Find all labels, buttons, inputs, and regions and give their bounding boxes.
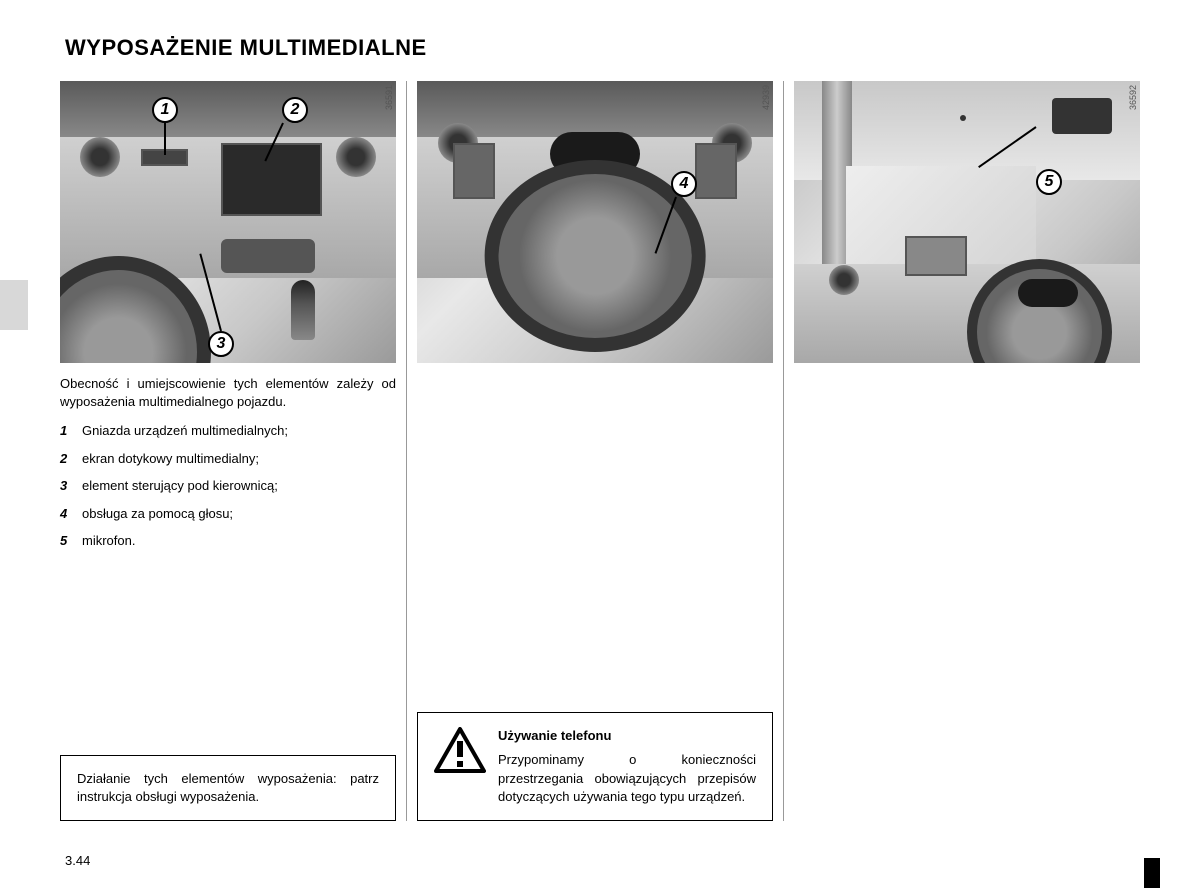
list-item: 1Gniazda urządzeń multimedialnych; xyxy=(60,422,396,440)
page-number: 3.44 xyxy=(65,853,90,868)
list-item: 3element sterujący pod kierownicą; xyxy=(60,477,396,495)
warning-box: Używanie telefonu Przypominamy o koniecz… xyxy=(417,712,773,821)
figure-3-image xyxy=(794,81,1140,363)
item-number: 2 xyxy=(60,450,82,468)
figure-2-id: 42939 xyxy=(761,85,771,110)
equipment-list: 1Gniazda urządzeń multimedialnych; 2ekra… xyxy=(60,422,396,550)
column-right: 36592 5 xyxy=(784,81,1150,821)
warning-icon xyxy=(434,727,486,773)
note-text: Działanie tych elementów wyposażenia: pa… xyxy=(77,771,379,804)
callout-1: 1 xyxy=(152,97,178,123)
item-text: element sterujący pod kierownicą; xyxy=(82,477,278,495)
item-text: obsługa za pomocą głosu; xyxy=(82,505,233,523)
manual-page: WYPOSAŻENIE MULTIMEDIALNE 36591 1 xyxy=(0,0,1200,888)
callout-5: 5 xyxy=(1036,169,1062,195)
page-title: WYPOSAŻENIE MULTIMEDIALNE xyxy=(65,35,1150,61)
column-middle: 42939 4 Używanie telefonu Przyp xyxy=(406,81,784,821)
figure-1-id: 36591 xyxy=(384,85,394,110)
figure-3: 36592 5 xyxy=(794,81,1140,363)
item-number: 5 xyxy=(60,532,82,550)
warning-title: Używanie telefonu xyxy=(498,727,756,745)
item-number: 1 xyxy=(60,422,82,440)
intro-text: Obecność i umiejscowienie tych elementów… xyxy=(60,375,396,410)
item-text: ekran dotykowy multimedialny; xyxy=(82,450,259,468)
warning-text: Przypominamy o konieczności przestrzegan… xyxy=(498,751,756,806)
figure-1-image xyxy=(60,81,396,363)
list-item: 2ekran dotykowy multimedialny; xyxy=(60,450,396,468)
column-layout: 36591 1 2 3 Obecność i umiejscowienie ty… xyxy=(50,81,1150,821)
figure-2-image xyxy=(417,81,773,363)
callout-3: 3 xyxy=(208,331,234,357)
figure-3-id: 36592 xyxy=(1128,85,1138,110)
list-item: 5mikrofon. xyxy=(60,532,396,550)
callout-2: 2 xyxy=(282,97,308,123)
note-box: Działanie tych elementów wyposażenia: pa… xyxy=(60,755,396,821)
figure-1: 36591 1 2 3 xyxy=(60,81,396,363)
corner-mark xyxy=(1144,858,1160,888)
callout-4: 4 xyxy=(671,171,697,197)
item-text: mikrofon. xyxy=(82,532,135,550)
list-item: 4obsługa za pomocą głosu; xyxy=(60,505,396,523)
figure-2: 42939 4 xyxy=(417,81,773,363)
item-text: Gniazda urządzeń multimedialnych; xyxy=(82,422,288,440)
item-number: 3 xyxy=(60,477,82,495)
item-number: 4 xyxy=(60,505,82,523)
column-left: 36591 1 2 3 Obecność i umiejscowienie ty… xyxy=(50,81,406,821)
